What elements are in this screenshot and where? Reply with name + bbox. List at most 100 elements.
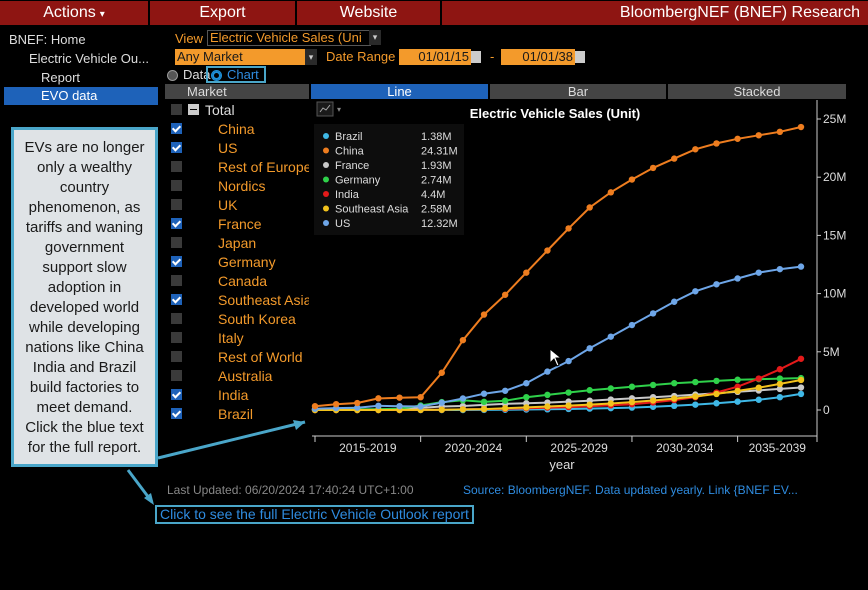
market-row[interactable]: Nordics xyxy=(167,177,307,196)
export-menu-button[interactable]: Export xyxy=(150,1,295,25)
sidebar-item-ev-outlook[interactable]: Electric Vehicle Ou... xyxy=(29,51,149,66)
data-point xyxy=(692,288,699,295)
sidebar-item-home[interactable]: BNEF: Home xyxy=(9,32,86,47)
view-dropdown-icon[interactable]: ▾ xyxy=(369,30,381,45)
market-row-total[interactable]: Total xyxy=(167,101,307,120)
legend-series-value: 2.74M xyxy=(421,175,452,187)
data-point xyxy=(544,391,551,399)
chevron-down-icon[interactable]: ▾ xyxy=(337,105,341,114)
data-point xyxy=(776,375,784,382)
radio-chart[interactable] xyxy=(211,70,222,81)
market-select[interactable]: Any Market xyxy=(175,49,306,65)
market-checkbox[interactable] xyxy=(171,237,182,248)
radio-data[interactable] xyxy=(167,70,178,81)
market-checkbox[interactable] xyxy=(171,104,182,115)
market-row[interactable]: South Korea xyxy=(167,310,307,329)
data-point xyxy=(501,405,509,412)
market-checkbox[interactable] xyxy=(171,142,182,153)
market-checkbox[interactable] xyxy=(171,408,182,419)
data-point xyxy=(396,394,403,401)
market-row[interactable]: France xyxy=(167,215,307,234)
legend-marker xyxy=(323,162,329,168)
market-checkbox[interactable] xyxy=(171,332,182,343)
series-line-germany xyxy=(314,377,802,411)
date-from-input[interactable]: 01/01/15 xyxy=(399,49,471,65)
data-point xyxy=(417,403,424,410)
data-point xyxy=(713,140,720,147)
view-select[interactable]: Electric Vehicle Sales (Uni xyxy=(207,30,371,46)
market-row[interactable]: Rest of World xyxy=(167,348,307,367)
website-menu-button[interactable]: Website xyxy=(297,1,440,25)
market-row[interactable]: US xyxy=(167,139,307,158)
market-checkbox[interactable] xyxy=(171,199,182,210)
market-checkbox[interactable] xyxy=(171,294,182,305)
market-checkbox[interactable] xyxy=(171,161,182,172)
data-point xyxy=(628,321,636,329)
market-checkbox[interactable] xyxy=(171,275,182,286)
market-checkbox[interactable] xyxy=(171,180,182,191)
legend-series-name: Southeast Asia xyxy=(335,204,409,216)
market-row[interactable]: Italy xyxy=(167,329,307,348)
market-label: US xyxy=(218,140,238,156)
market-row[interactable]: Australia xyxy=(167,367,307,386)
market-checkbox[interactable] xyxy=(171,389,182,400)
market-row[interactable]: Germany xyxy=(167,253,307,272)
data-point xyxy=(459,336,467,344)
tab-line[interactable]: Line xyxy=(311,84,488,99)
market-row[interactable]: Rest of Europe xyxy=(167,158,311,177)
market-row[interactable]: India xyxy=(167,386,307,405)
data-point xyxy=(713,390,720,398)
market-row[interactable]: Brazil xyxy=(167,405,307,424)
market-checkbox[interactable] xyxy=(171,256,182,267)
data-point xyxy=(480,398,488,406)
market-label: Rest of World xyxy=(218,349,303,365)
tab-bar[interactable]: Bar xyxy=(490,84,666,99)
market-row[interactable]: Japan xyxy=(167,234,307,253)
market-label: Brazil xyxy=(218,406,254,422)
actions-menu-button[interactable]: Actions ▾ xyxy=(0,1,148,25)
market-row[interactable]: Southeast Asia xyxy=(167,291,311,310)
x-tick-label: 2020-2024 xyxy=(445,441,503,455)
data-point xyxy=(311,402,319,410)
sidebar-item-evo-data[interactable]: EVO data xyxy=(4,87,158,105)
data-point xyxy=(438,406,445,413)
sidebar-item-report[interactable]: Report xyxy=(41,70,81,85)
chevron-down-icon: ▾ xyxy=(99,9,105,20)
data-point xyxy=(713,400,720,407)
data-point xyxy=(459,406,467,413)
full-report-link[interactable]: Click to see the full Electric Vehicle O… xyxy=(155,505,474,524)
market-row[interactable]: Canada xyxy=(167,272,307,291)
data-point xyxy=(607,333,615,340)
market-checkbox[interactable] xyxy=(171,313,182,324)
data-point xyxy=(607,385,615,392)
data-point xyxy=(607,400,615,407)
legend-series-name: Brazil xyxy=(335,131,363,143)
market-label: Canada xyxy=(218,273,268,289)
calendar-icon[interactable] xyxy=(575,51,585,63)
market-dropdown-icon[interactable]: ▾ xyxy=(305,49,317,65)
market-header-label: Market xyxy=(187,84,227,99)
tab-stacked[interactable]: Stacked xyxy=(668,84,846,99)
collapse-icon[interactable] xyxy=(188,104,199,115)
legend-series-name: Germany xyxy=(335,175,381,187)
market-checkbox[interactable] xyxy=(171,351,182,362)
series-line-southeast-asia xyxy=(315,379,802,411)
calendar-icon[interactable] xyxy=(471,51,481,63)
market-row[interactable]: UK xyxy=(167,196,307,215)
data-point xyxy=(755,375,762,382)
market-checkbox[interactable] xyxy=(171,123,182,134)
data-point xyxy=(607,189,615,196)
source-link[interactable]: Source: BloombergNEF. Data updated yearl… xyxy=(463,483,798,497)
y-tick-label: 20M xyxy=(823,170,846,184)
market-checkbox[interactable] xyxy=(171,370,182,381)
market-row[interactable]: China xyxy=(167,120,307,139)
date-to-input[interactable]: 01/01/38 xyxy=(501,49,575,65)
data-point xyxy=(501,291,509,298)
series-line-china xyxy=(314,126,802,408)
data-point xyxy=(671,402,678,410)
market-label: Italy xyxy=(218,330,244,346)
market-label: China xyxy=(218,121,255,137)
chart-x-axis-label: year xyxy=(549,457,575,472)
data-point xyxy=(354,399,361,407)
market-checkbox[interactable] xyxy=(171,218,182,229)
